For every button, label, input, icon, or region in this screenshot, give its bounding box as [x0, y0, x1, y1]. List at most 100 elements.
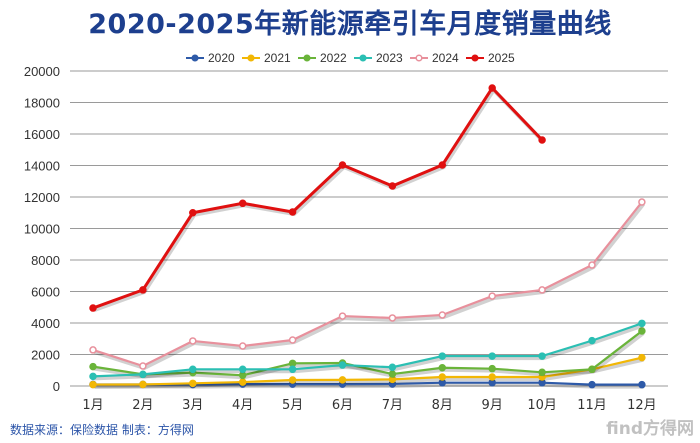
chart-title: 2020-2025年新能源牵引车月度销量曲线 — [88, 9, 612, 40]
data-point — [538, 286, 546, 294]
data-point — [189, 209, 197, 217]
legend-label: 2022 — [320, 51, 347, 65]
series-2021 — [89, 353, 646, 389]
x-tick-label: 11月 — [577, 398, 607, 413]
y-tick-label: 8000 — [31, 253, 60, 268]
data-point — [488, 292, 496, 300]
legend-item-2024: 2024 — [410, 51, 459, 65]
series-shadow — [94, 382, 644, 389]
data-point — [588, 336, 596, 345]
x-tick-label: 3月 — [182, 398, 203, 413]
y-tick-label: 16000 — [24, 127, 60, 142]
series-2023 — [89, 319, 646, 381]
series-shadow — [94, 323, 645, 381]
x-tick-label: 10月 — [527, 398, 557, 413]
data-point — [139, 370, 147, 379]
legend-label: 2023 — [376, 51, 403, 65]
y-tick-label: 0 — [53, 379, 60, 394]
data-point — [538, 352, 546, 360]
data-point — [189, 365, 197, 374]
data-point — [638, 319, 646, 328]
data-point — [89, 380, 97, 389]
y-tick-label: 6000 — [31, 285, 60, 300]
x-tick-label: 12月 — [627, 398, 657, 413]
legend-item-2020: 2020 — [186, 51, 235, 65]
data-point — [189, 379, 197, 388]
data-point — [438, 373, 447, 381]
data-point — [338, 312, 347, 320]
data-point — [338, 361, 347, 369]
data-point — [139, 362, 147, 370]
legend-item-2022: 2022 — [298, 51, 347, 65]
x-tick-label: 1月 — [82, 398, 103, 413]
series-shadow — [93, 202, 645, 371]
data-point — [638, 380, 646, 389]
legend-marker — [191, 54, 199, 62]
data-point — [288, 365, 297, 374]
y-tick-label: 14000 — [24, 159, 60, 174]
x-tick-label: 9月 — [482, 398, 503, 413]
data-point — [438, 352, 447, 360]
data-point — [89, 346, 97, 354]
x-tick-label: 6月 — [332, 398, 353, 413]
x-tick-label: 2月 — [132, 398, 153, 413]
data-point — [388, 363, 397, 372]
data-point — [488, 352, 496, 360]
data-point — [139, 380, 147, 389]
data-point — [588, 380, 596, 389]
data-point — [338, 161, 347, 169]
series-shadow — [93, 86, 546, 312]
legend-label: 2020 — [208, 51, 235, 65]
series-line — [92, 201, 643, 368]
y-tick-label: 12000 — [24, 190, 60, 205]
x-tick-label: 4月 — [232, 398, 253, 413]
series-line — [92, 330, 643, 377]
legend-marker — [415, 54, 423, 62]
data-point — [238, 378, 247, 386]
data-point — [89, 372, 97, 381]
data-point — [338, 376, 347, 384]
y-tick-label: 20000 — [24, 64, 60, 79]
y-tick-label: 2000 — [31, 348, 60, 363]
data-point — [388, 314, 397, 322]
data-point — [538, 136, 546, 144]
data-point — [238, 342, 247, 350]
data-point — [288, 359, 297, 368]
y-tick-label: 10000 — [24, 222, 60, 237]
data-point — [238, 199, 247, 208]
legend-marker — [359, 54, 367, 62]
data-point — [438, 363, 447, 372]
data-point — [588, 261, 596, 269]
data-point — [388, 182, 397, 190]
data-point — [638, 198, 646, 206]
data-point — [89, 362, 97, 371]
legend-item-2023: 2023 — [354, 51, 403, 65]
data-point — [488, 373, 496, 381]
series-2025 — [89, 84, 546, 312]
legend-marker — [471, 54, 479, 62]
data-point — [288, 376, 297, 384]
y-tick-label: 4000 — [31, 316, 60, 331]
data-point — [538, 368, 546, 377]
series-shadow — [94, 331, 645, 380]
legend-marker — [247, 54, 255, 62]
legend-label: 2021 — [264, 51, 291, 65]
series-line — [92, 356, 643, 386]
data-point — [438, 311, 447, 319]
data-point — [388, 370, 397, 378]
source-footer: 数据来源：保险数据 制表：方得网 — [10, 423, 194, 437]
data-point — [238, 365, 247, 374]
data-point — [139, 286, 147, 294]
series-line — [92, 85, 544, 310]
legend-label: 2024 — [432, 51, 459, 65]
series-2024 — [89, 198, 646, 371]
series-line — [92, 322, 643, 378]
data-point — [488, 364, 496, 373]
x-tick-label: 7月 — [382, 398, 403, 413]
data-point — [89, 304, 97, 312]
legend-item-2021: 2021 — [242, 51, 291, 65]
legend-marker — [303, 54, 311, 62]
y-tick-label: 18000 — [24, 96, 60, 111]
